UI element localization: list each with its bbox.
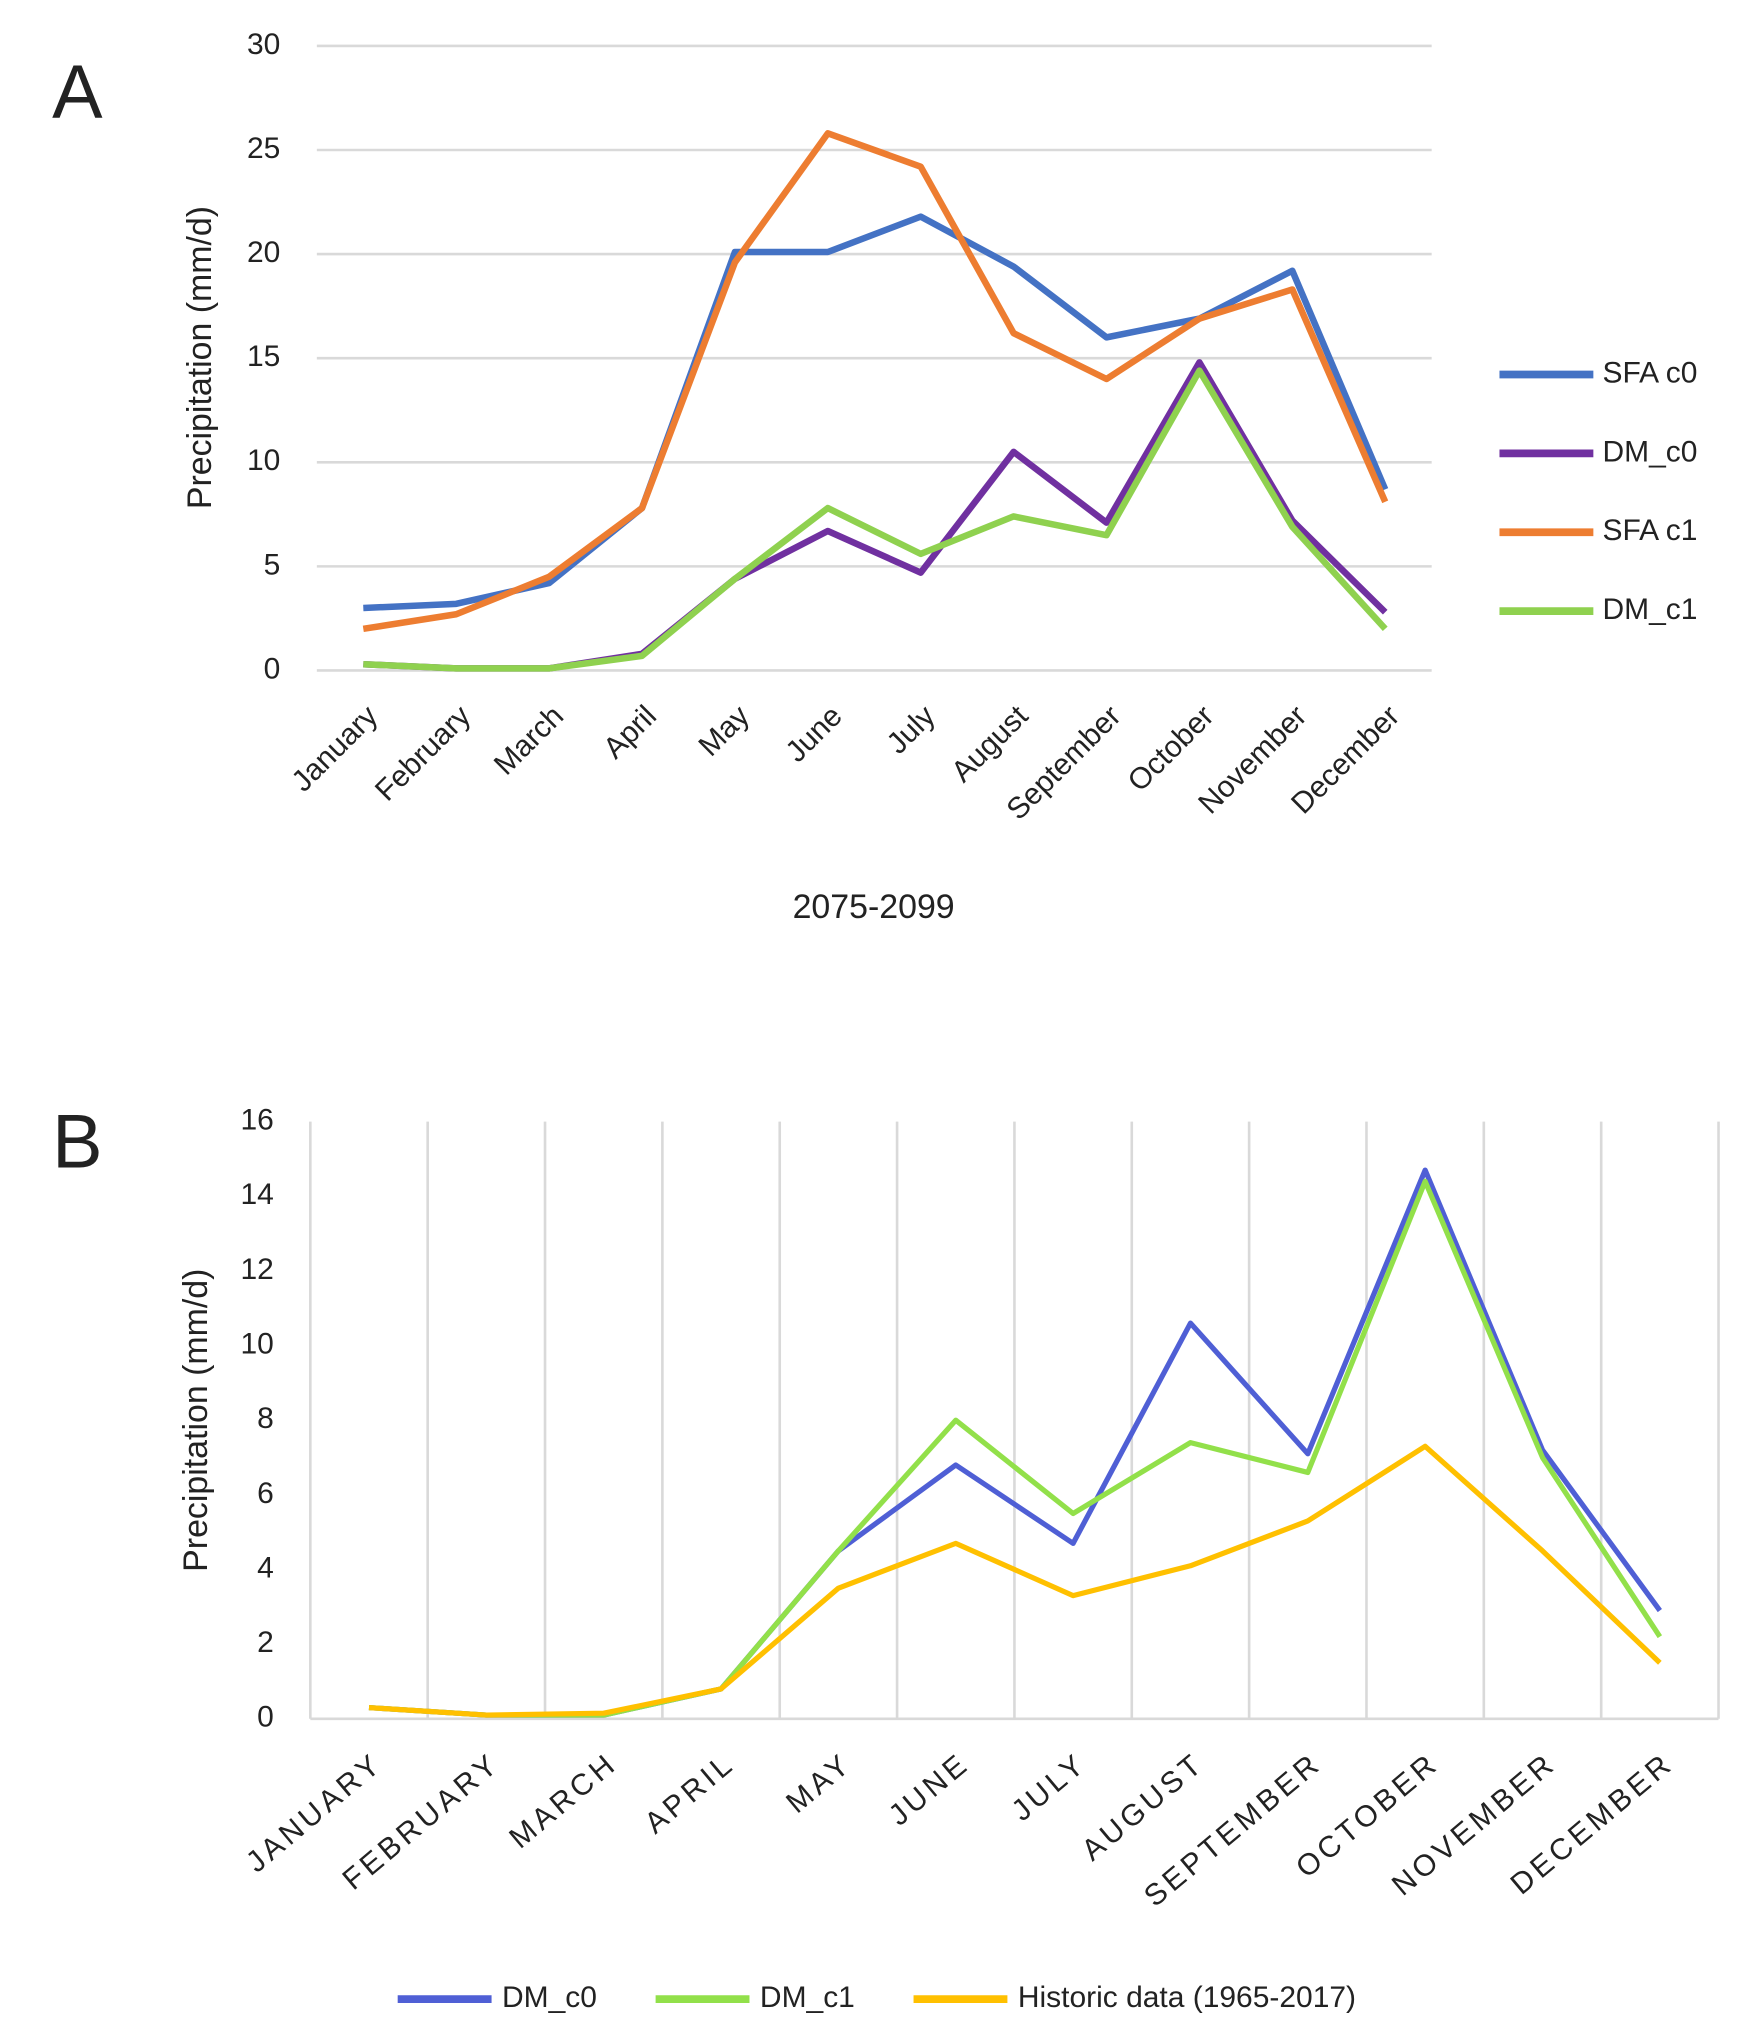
panel-label: B — [52, 1101, 102, 1185]
y-tick-label: 2 — [257, 1626, 274, 1659]
y-tick-label: 30 — [247, 28, 280, 61]
x-tick-label: JULY — [1005, 1747, 1093, 1828]
y-tick-label: 25 — [247, 132, 280, 165]
y-tick-label: 0 — [264, 652, 281, 685]
y-tick-label: 12 — [240, 1253, 273, 1286]
panel-label: A — [52, 51, 103, 135]
y-tick-label: 15 — [247, 340, 280, 373]
x-axis-title: 2075-2099 — [793, 888, 955, 926]
y-tick-label: 4 — [257, 1551, 274, 1584]
y-tick-label: 16 — [240, 1104, 273, 1137]
x-tick-label: JUNE — [883, 1747, 976, 1833]
legend-label: DM_c0 — [1602, 435, 1697, 468]
x-tick-label: MARCH — [503, 1747, 623, 1855]
x-tick-label: April — [597, 699, 663, 765]
series-line — [363, 367, 1388, 672]
y-tick-label: 10 — [240, 1327, 273, 1360]
x-tick-label: APRIL — [639, 1747, 742, 1841]
legend-label: Historic data (1965-2017) — [1018, 1981, 1356, 2014]
x-tick-label: February — [369, 699, 477, 807]
series-line — [362, 130, 1389, 633]
y-tick-label: 5 — [264, 548, 281, 581]
y-tick-label: 10 — [247, 444, 280, 477]
x-tick-label: MAY — [780, 1747, 858, 1820]
y-tick-label: 6 — [257, 1477, 274, 1510]
x-tick-label: July — [881, 699, 942, 760]
y-tick-label: 0 — [257, 1701, 274, 1734]
legend-label: DM_c1 — [760, 1981, 855, 2014]
y-tick-label: 20 — [247, 236, 280, 269]
x-tick-label: August — [945, 699, 1035, 789]
legend-label: SFA c1 — [1602, 514, 1697, 547]
legend-label: SFA c0 — [1602, 356, 1697, 389]
x-tick-label: June — [779, 699, 848, 768]
legend-label: DM_c0 — [502, 1981, 597, 2014]
series-line — [363, 359, 1388, 672]
y-axis-title: Precipitation (mm/d) — [177, 1269, 215, 1572]
legend-label: DM_c1 — [1602, 593, 1697, 626]
series-line — [368, 1443, 1662, 1718]
x-tick-label: March — [488, 699, 570, 781]
y-tick-label: 8 — [257, 1402, 274, 1435]
x-tick-label: May — [693, 699, 756, 762]
y-axis-title: Precipitation (mm/d) — [181, 206, 219, 509]
y-tick-label: 14 — [240, 1178, 273, 1211]
